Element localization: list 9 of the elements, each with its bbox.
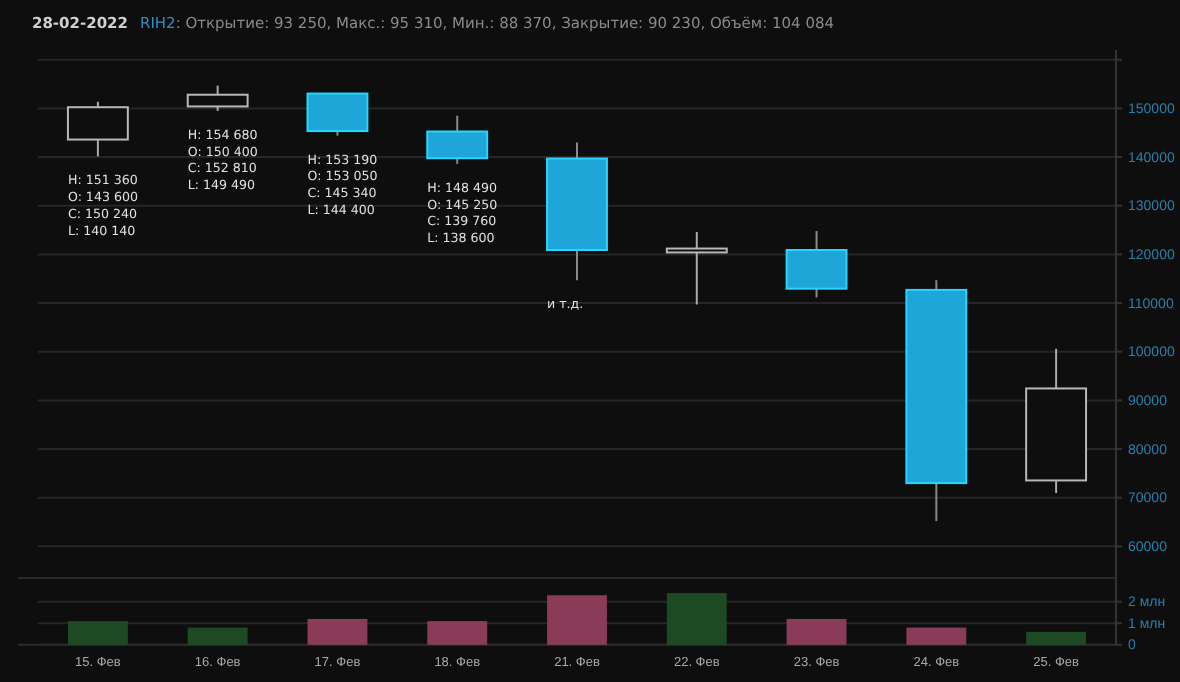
bar — [307, 618, 368, 645]
bar — [786, 618, 847, 645]
bar — [427, 621, 488, 645]
bar — [906, 627, 967, 645]
bar — [1026, 631, 1087, 645]
bar — [666, 593, 727, 645]
bar — [547, 595, 607, 645]
bar — [67, 621, 128, 645]
bar — [187, 627, 248, 645]
